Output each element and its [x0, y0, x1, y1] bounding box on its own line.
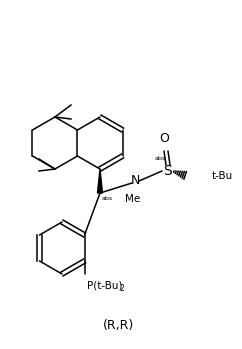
Text: O: O: [159, 132, 169, 145]
Text: N: N: [130, 174, 140, 187]
Text: t-Bu: t-Bu: [212, 171, 233, 181]
Text: S: S: [163, 164, 171, 178]
Text: abs: abs: [102, 196, 113, 201]
Text: 2: 2: [120, 284, 124, 293]
Text: Me: Me: [125, 194, 141, 204]
Polygon shape: [98, 169, 103, 193]
Text: P(t-Bu): P(t-Bu): [87, 281, 122, 291]
Text: (R,R): (R,R): [102, 319, 134, 332]
Text: abs: abs: [155, 156, 166, 161]
